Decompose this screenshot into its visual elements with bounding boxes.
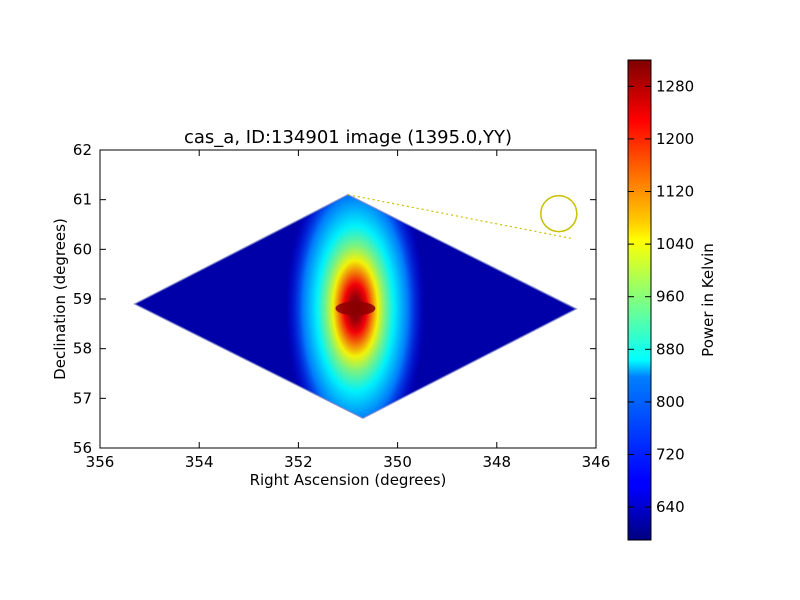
x-tick-label: 356 (86, 453, 115, 471)
x-tick-label: 346 (582, 453, 611, 471)
x-tick-label: 348 (482, 453, 511, 471)
y-tick-label: 58 (73, 340, 92, 358)
colorbar-tick-label: 880 (656, 340, 685, 358)
footprint-outline (133, 193, 578, 420)
y-axis: 56 57 58 59 60 61 62 (73, 141, 596, 457)
x-tick-label: 352 (284, 453, 313, 471)
colorbar-tick-label: 800 (656, 393, 685, 411)
colorbar-ticks: 640 720 800 880 960 1040 1120 1200 1280 (628, 77, 694, 516)
y-tick-label: 56 (73, 439, 92, 457)
y-tick-label: 62 (73, 141, 92, 159)
source-core (335, 301, 376, 316)
y-tick-label: 61 (73, 191, 92, 209)
y-axis-label: Declination (degrees) (51, 218, 69, 380)
colorbar-tick-label: 640 (656, 498, 685, 516)
colorbar: 640 720 800 880 960 1040 1120 1200 1280 Power in… (627, 59, 717, 541)
colorbar-tick-label: 1120 (656, 183, 694, 201)
chart-title: cas_a, ID:134901 image (1395.0,YY) (184, 127, 512, 148)
beam-marker-circle (540, 194, 578, 233)
x-tick-label: 350 (383, 453, 412, 471)
colorbar-tick-label: 1040 (656, 235, 694, 253)
colorbar-tick-label: 960 (656, 288, 685, 306)
colorbar-label: Power in Kelvin (699, 243, 717, 357)
colorbar-gradient (627, 59, 652, 541)
plot-area (99, 149, 597, 449)
y-tick-label: 57 (73, 389, 92, 407)
x-tick-label: 354 (185, 453, 214, 471)
x-axis-label: Right Ascension (degrees) (250, 471, 447, 489)
x-axis: 356 354 352 350 348 346 (86, 150, 611, 471)
y-tick-label: 60 (73, 240, 92, 258)
y-tick-label: 59 (73, 290, 92, 308)
colorbar-tick-label: 1280 (656, 77, 694, 95)
colorbar-tick-label: 1200 (656, 130, 694, 148)
colorbar-tick-label: 720 (656, 446, 685, 464)
